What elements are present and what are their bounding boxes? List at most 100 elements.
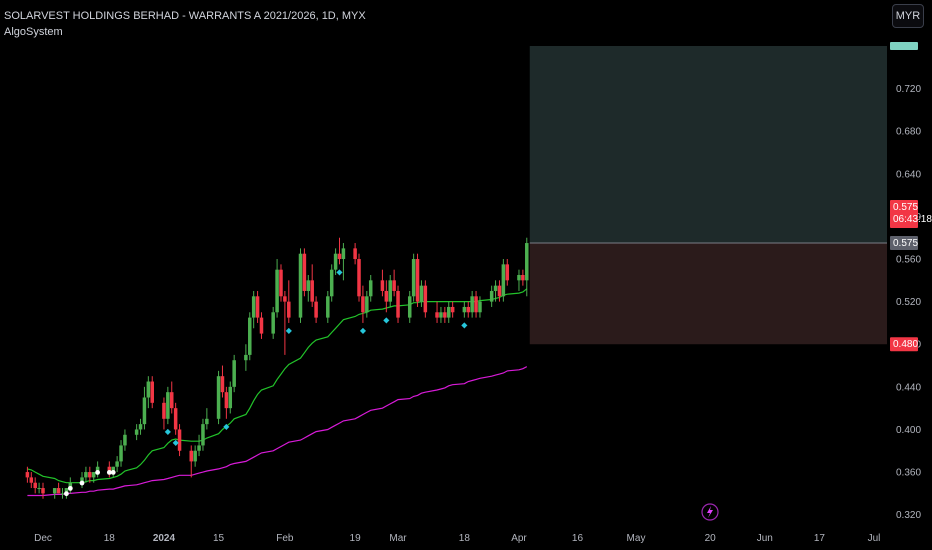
candle-body — [52, 488, 57, 494]
x-tick-label: 18 — [104, 533, 116, 544]
buy-signal-marker — [95, 469, 101, 475]
candle-body — [439, 312, 443, 318]
candle-body — [365, 296, 369, 313]
y-tick-label: 0.400 — [896, 425, 921, 436]
candle-body — [306, 280, 311, 291]
x-tick-label: Apr — [511, 533, 527, 544]
candle-body — [396, 290, 400, 318]
candle-body — [287, 301, 291, 318]
candle-body — [84, 472, 88, 478]
candle-body — [232, 360, 236, 387]
x-tick-label: May — [627, 533, 646, 544]
buy-signal-marker — [67, 485, 73, 491]
buy-signal-marker — [110, 469, 116, 475]
candle-body — [341, 248, 346, 260]
currency-button[interactable]: MYR — [892, 4, 924, 28]
buy-signal-marker — [64, 491, 69, 497]
x-tick-label: 15 — [213, 533, 225, 544]
last-price-tag-text: 0.575 — [893, 202, 918, 213]
y-tick-label: 0.520 — [896, 297, 921, 308]
candle-body — [368, 280, 373, 297]
candle-body — [446, 306, 451, 318]
candle-body — [138, 424, 143, 430]
x-tick-label: 17 — [814, 533, 826, 544]
y-tick-label: 0.640 — [896, 169, 921, 180]
last-price-tag-text: 06:43:18 — [893, 214, 932, 225]
x-tick-label: Jun — [757, 533, 773, 544]
candle-body — [275, 269, 279, 313]
x-tick-label: Mar — [389, 533, 407, 544]
candle-body — [33, 482, 37, 489]
target-price-tag — [890, 41, 918, 50]
candle-body — [388, 280, 392, 302]
candle-body — [489, 290, 494, 302]
candle-body — [314, 301, 318, 318]
diamond-signal-marker: ◆ — [223, 422, 230, 431]
buy-signal-marker — [79, 480, 85, 486]
candle-body — [478, 301, 482, 313]
candle-body — [310, 280, 314, 302]
candle-body — [142, 397, 147, 425]
indicator-name: AlgoSystem — [4, 26, 63, 38]
chart-legend: SOLARVEST HOLDINGS BERHAD - WARRANTS A 2… — [4, 8, 366, 40]
stop-price-tag — [890, 337, 918, 352]
entry-price-tag — [890, 236, 918, 251]
diamond-signal-marker: ◆ — [173, 438, 180, 447]
candle-body — [193, 450, 197, 462]
candle-body — [443, 312, 447, 318]
x-tick-label: 19 — [350, 533, 362, 544]
candle-body — [435, 312, 439, 318]
candle-body — [177, 429, 182, 451]
ma-fast-line — [27, 288, 528, 484]
candle-body — [189, 450, 194, 462]
candle-body — [197, 445, 201, 451]
candle-body — [380, 280, 385, 291]
diamond-signal-marker: ◆ — [336, 267, 343, 276]
candle-body — [25, 472, 30, 478]
candle-body — [107, 466, 112, 473]
candle-body — [80, 477, 84, 483]
y-tick-label: 0.560 — [896, 255, 921, 266]
candle-body — [450, 306, 455, 313]
candle-body — [216, 376, 221, 419]
candle-body — [60, 493, 65, 495]
candle-body — [244, 354, 248, 361]
candle-body — [255, 296, 260, 318]
candle-body — [88, 472, 92, 478]
last-price-tag — [890, 200, 918, 228]
candle-body — [326, 296, 330, 318]
lightning-icon — [701, 503, 719, 521]
y-tick-label: 0.720 — [896, 84, 921, 95]
candle-body — [329, 269, 334, 297]
y-tick-label: 0.440 — [896, 382, 921, 393]
candle-body — [501, 264, 506, 297]
candle-body — [134, 429, 139, 435]
candle-body — [150, 381, 154, 403]
candle-body — [283, 296, 287, 302]
candle-body — [169, 392, 174, 409]
candle-body — [497, 285, 502, 297]
candle-body — [248, 317, 252, 355]
candle-body — [64, 488, 69, 494]
candle-body — [493, 285, 498, 291]
candle-body — [423, 285, 428, 313]
y-tick-label: 0.680 — [896, 127, 921, 138]
candle-body — [41, 488, 45, 494]
candle-body — [271, 312, 275, 334]
candle-body — [29, 477, 34, 483]
candle-body — [119, 445, 123, 462]
candle-body — [361, 296, 365, 313]
candle-body — [407, 296, 412, 318]
candle-body — [525, 243, 529, 281]
stop-price-tag-text: 0.480 — [893, 339, 918, 350]
diamond-signal-marker: ◆ — [383, 315, 390, 324]
x-tick-label: Feb — [276, 533, 294, 544]
stop-zone — [529, 243, 887, 345]
target-zone — [529, 45, 887, 244]
candle-body — [470, 296, 474, 313]
candle-body — [166, 392, 170, 419]
candle-body — [415, 259, 420, 302]
candle-body — [111, 466, 115, 473]
candle-body — [146, 381, 151, 398]
